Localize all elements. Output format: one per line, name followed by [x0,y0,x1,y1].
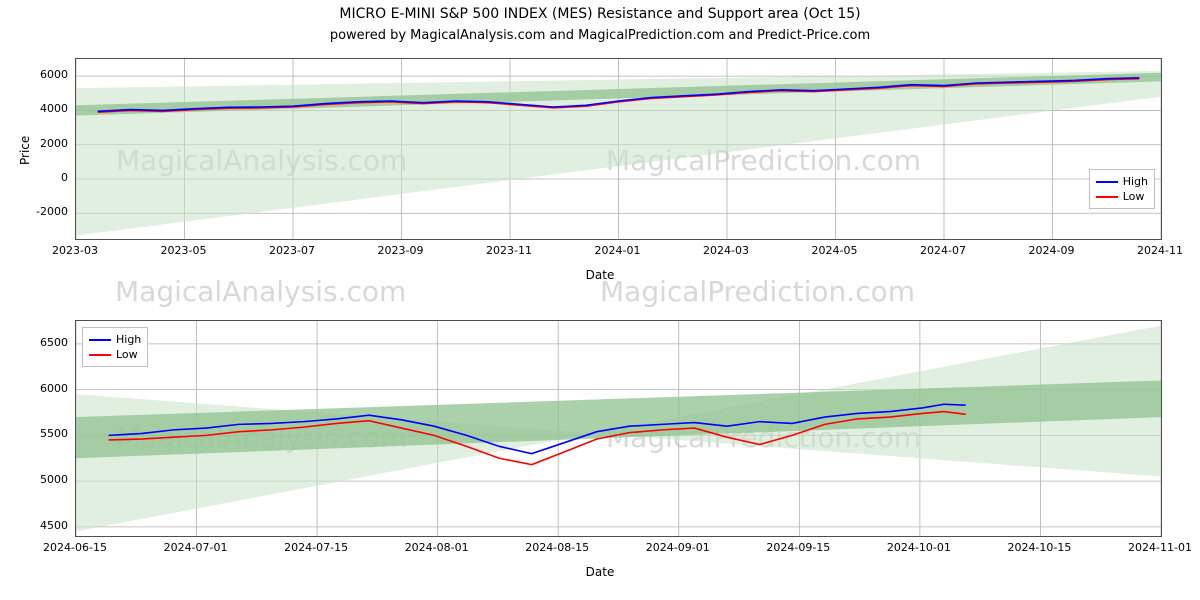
chart-subtitle: powered by MagicalAnalysis.com and Magic… [0,22,1200,43]
chart-bottom-svg [76,321,1161,536]
chart-container: MICRO E-MINI S&P 500 INDEX (MES) Resista… [0,0,1200,600]
legend-swatch-low [1096,196,1118,198]
legend-label-high: High [116,333,141,346]
xlabel-bottom: Date [0,565,1200,579]
legend-label-low: Low [1123,190,1145,203]
legend-label-high: High [1123,175,1148,188]
chart-title: MICRO E-MINI S&P 500 INDEX (MES) Resista… [0,0,1200,22]
chart-bottom: MagicalAnalysis.com MagicalPrediction.co… [75,320,1162,537]
chart-top-svg [76,59,1161,239]
legend-swatch-high [89,339,111,341]
legend-top: High Low [1089,169,1155,209]
chart-top: MagicalAnalysis.com MagicalPrediction.co… [75,58,1162,240]
legend-swatch-low [89,354,111,356]
xlabel-top: Date [0,268,1200,282]
legend-label-low: Low [116,348,138,361]
legend-bottom: High Low [82,327,148,367]
legend-swatch-high [1096,181,1118,183]
